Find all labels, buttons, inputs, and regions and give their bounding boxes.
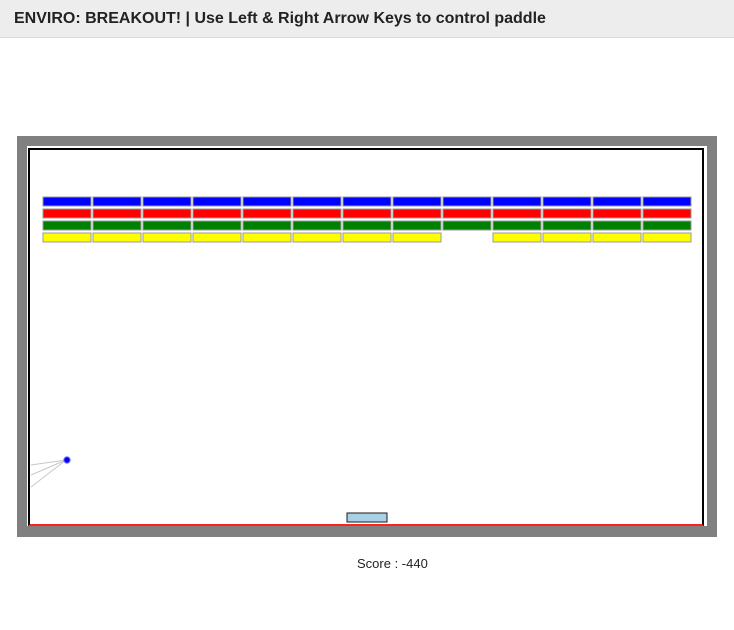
brick bbox=[542, 208, 592, 219]
arena-border bbox=[28, 148, 704, 526]
brick bbox=[92, 208, 142, 219]
brick bbox=[192, 196, 242, 207]
brick bbox=[192, 208, 242, 219]
brick bbox=[642, 232, 692, 243]
brick bbox=[592, 196, 642, 207]
brick bbox=[642, 220, 692, 231]
brick bbox=[592, 220, 642, 231]
brick bbox=[442, 220, 492, 231]
brick bbox=[142, 232, 192, 243]
brick bbox=[642, 208, 692, 219]
brick bbox=[92, 232, 142, 243]
brick bbox=[92, 220, 142, 231]
brick bbox=[342, 220, 392, 231]
brick bbox=[342, 232, 392, 243]
brick bbox=[242, 232, 292, 243]
brick bbox=[342, 196, 392, 207]
ball-trail-line bbox=[30, 459, 67, 466]
ball bbox=[63, 456, 71, 464]
brick bbox=[42, 196, 92, 207]
score-display: Score : -440 bbox=[357, 556, 428, 571]
brick bbox=[292, 208, 342, 219]
brick bbox=[542, 196, 592, 207]
brick bbox=[142, 220, 192, 231]
brick bbox=[492, 196, 542, 207]
brick bbox=[292, 196, 342, 207]
brick bbox=[242, 208, 292, 219]
brick bbox=[142, 196, 192, 207]
brick bbox=[192, 220, 242, 231]
brick-wall bbox=[42, 196, 692, 243]
brick bbox=[292, 232, 342, 243]
brick bbox=[542, 220, 592, 231]
brick bbox=[392, 220, 442, 231]
brick bbox=[392, 196, 442, 207]
brick bbox=[192, 232, 242, 243]
brick bbox=[442, 196, 492, 207]
ball-trail bbox=[30, 459, 67, 488]
brick bbox=[42, 232, 92, 243]
paddle[interactable] bbox=[346, 512, 388, 523]
brick bbox=[442, 208, 492, 219]
ball-trail-line bbox=[30, 459, 67, 476]
brick bbox=[42, 208, 92, 219]
brick bbox=[592, 232, 642, 243]
ball-trail-line bbox=[30, 459, 67, 488]
brick bbox=[392, 208, 442, 219]
brick bbox=[492, 208, 542, 219]
brick bbox=[92, 196, 142, 207]
brick bbox=[142, 208, 192, 219]
brick bbox=[292, 220, 342, 231]
brick bbox=[42, 220, 92, 231]
title-bar: ENVIRO: BREAKOUT! | Use Left & Right Arr… bbox=[0, 0, 734, 38]
brick bbox=[242, 196, 292, 207]
brick bbox=[342, 208, 392, 219]
brick bbox=[592, 208, 642, 219]
window-title: ENVIRO: BREAKOUT! | Use Left & Right Arr… bbox=[14, 10, 546, 27]
brick bbox=[242, 220, 292, 231]
brick bbox=[492, 220, 542, 231]
brick bbox=[642, 196, 692, 207]
brick bbox=[492, 232, 542, 243]
brick bbox=[542, 232, 592, 243]
brick bbox=[392, 232, 442, 243]
